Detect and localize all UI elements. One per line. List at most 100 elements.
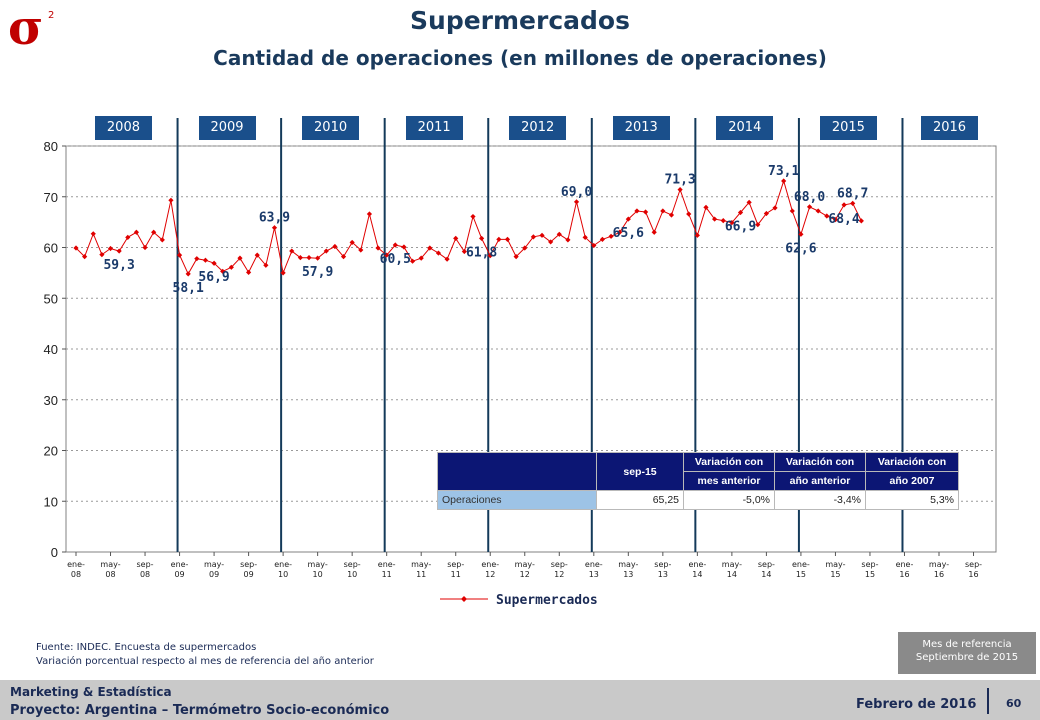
data-point [729,220,735,226]
data-point [401,244,407,250]
data-point [746,199,752,205]
data-label: 68,0 [794,190,825,205]
data-point [332,243,338,250]
x-tick-label-month: may- [618,560,638,569]
x-tick-label-month: may- [515,560,535,569]
x-tick-label-month: may- [204,560,224,569]
data-label: 56,9 [198,270,229,285]
x-tick-label-month: may- [929,560,949,569]
data-point [548,239,554,245]
y-tick-label: 20 [44,444,58,459]
data-point [289,248,295,254]
data-point [539,232,545,238]
data-point [254,252,260,258]
data-point [237,255,243,261]
data-point [737,209,744,216]
x-tick-label-year: 13 [589,570,599,579]
x-tick-label-year: 15 [830,570,840,579]
data-point [591,242,597,249]
data-point [806,204,813,210]
x-tick-label-month: sep- [240,560,257,569]
footer-divider [987,688,989,714]
data-point [280,270,286,276]
data-point [789,208,795,214]
table-row-label: Operaciones [437,490,597,510]
x-tick-label-month: sep- [758,560,775,569]
data-point [366,211,373,217]
x-tick-label-month: sep- [344,560,361,569]
x-tick-label-year: 16 [899,570,909,579]
x-tick-label-year: 10 [313,570,323,579]
footer-date: Febrero de 2016 [856,697,977,712]
data-point [504,236,511,242]
x-tick-label-year: 08 [105,570,115,579]
data-point [608,233,614,239]
data-point [99,252,105,258]
data-label: 63,9 [259,211,290,226]
x-tick-label-month: ene- [171,560,189,569]
data-point [850,200,856,206]
data-point [202,257,209,263]
x-tick-label-month: ene- [481,560,499,569]
data-label: 68,4 [828,212,859,227]
x-tick-label-month: sep- [137,560,154,569]
x-tick-label-year: 09 [209,570,219,579]
page-number: 60 [1006,697,1022,710]
data-point [815,208,821,214]
data-point [720,218,726,224]
data-point [194,256,200,262]
data-point [125,234,131,240]
data-point [832,216,839,223]
data-point [625,216,631,222]
data-point [763,210,769,217]
logo-symbol: σ [8,4,43,50]
table-header-var3-bottom: año 2007 [865,471,959,491]
data-label: 57,9 [302,265,333,280]
y-tick-label: 60 [44,241,58,256]
data-point [315,255,321,261]
data-point [781,178,787,184]
data-point [565,237,571,243]
data-point [306,255,312,261]
table-header-var2-top: Variación con [774,452,866,472]
data-point [418,255,424,261]
x-tick-label-year: 09 [244,570,254,579]
y-tick-label: 70 [44,190,58,205]
data-point [755,222,761,228]
x-tick-label-month: may- [308,560,328,569]
x-tick-label-month: ene- [688,560,706,569]
variation-note: Variación porcentual respecto al mes de … [36,656,374,667]
year-label: 2008 [94,116,152,140]
data-point [470,213,476,220]
year-label: 2015 [819,116,877,140]
data-point [90,231,96,237]
footer-department: Marketing & Estadística [10,685,172,699]
data-label: 69,0 [561,185,592,200]
x-tick-label-month: ene- [792,560,810,569]
data-point [384,252,390,258]
x-tick-label-month: may- [825,560,845,569]
table-value-var2: -3,4% [774,490,866,510]
data-point [513,254,519,260]
year-label: 2009 [198,116,256,140]
data-point [642,209,649,215]
x-tick-label-year: 11 [382,570,392,579]
x-tick-label-year: 12 [520,570,530,579]
data-label: 62,6 [785,241,816,256]
x-tick-label-year: 08 [140,570,150,579]
y-tick-label: 30 [44,393,58,408]
x-tick-label-month: ene- [378,560,396,569]
x-tick-label-year: 14 [727,570,737,579]
table-value-month: 65,25 [596,490,684,510]
year-label: 2016 [921,116,978,140]
x-tick-label-year: 10 [347,570,357,579]
data-label: 58,1 [173,281,204,296]
data-point [617,229,623,235]
year-label: 2011 [405,116,463,140]
data-point [263,262,269,268]
data-point [858,218,864,224]
sigma-logo: σ 2 [8,4,54,50]
x-tick-label-month: ene- [585,560,603,569]
data-point [228,264,234,270]
data-point [496,236,502,242]
